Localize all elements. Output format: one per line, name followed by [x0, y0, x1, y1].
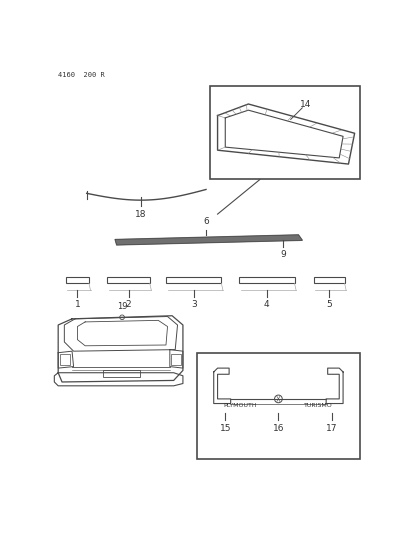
Bar	[171, 354, 182, 365]
Text: 18: 18	[135, 210, 146, 219]
Text: 6: 6	[203, 217, 209, 227]
Text: 17: 17	[326, 424, 337, 433]
Text: 1: 1	[75, 300, 80, 309]
Polygon shape	[115, 235, 302, 245]
Text: 4: 4	[264, 300, 270, 309]
Text: 3: 3	[191, 300, 197, 309]
Bar	[210, 85, 360, 180]
Bar	[60, 354, 70, 365]
Text: TURISMO: TURISMO	[304, 403, 333, 408]
Bar	[103, 370, 140, 377]
Text: 15: 15	[220, 424, 231, 433]
Bar	[314, 277, 345, 284]
Text: 16: 16	[273, 424, 284, 433]
Bar	[197, 353, 360, 459]
Text: 9: 9	[280, 251, 286, 259]
Text: 5: 5	[326, 300, 332, 309]
Bar	[66, 277, 89, 284]
Text: PLYMOUTH: PLYMOUTH	[224, 403, 257, 408]
Bar	[239, 277, 295, 284]
Text: 14: 14	[300, 100, 312, 109]
Text: 2: 2	[126, 300, 131, 309]
Bar	[166, 277, 222, 284]
Text: 4160  200 R: 4160 200 R	[58, 71, 105, 78]
Text: 19: 19	[117, 302, 127, 311]
Bar	[107, 277, 150, 284]
